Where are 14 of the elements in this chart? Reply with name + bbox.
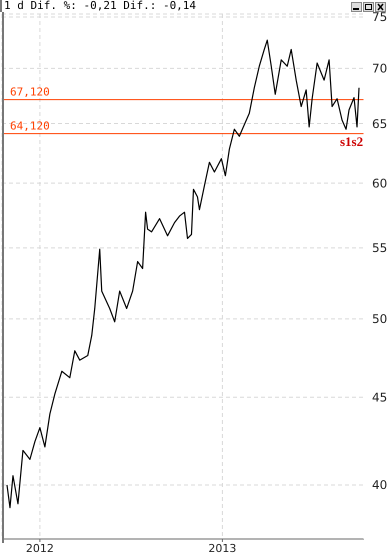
y-tick-label: 65: [372, 116, 388, 131]
y-tick-label: 40: [372, 478, 388, 492]
y-tick-label: 55: [372, 241, 388, 256]
chart-title: 1 d Dif. %: -0,21 Dif.: -0,14: [4, 0, 196, 12]
ref-line-label: 64,120: [10, 120, 50, 133]
ref-line-label: 67,120: [10, 86, 50, 99]
x-tick-label: 2012: [26, 542, 54, 555]
x-tick-label: 2013: [208, 542, 236, 555]
y-tick-label: 50: [372, 312, 388, 326]
annotation: s1s2: [340, 134, 364, 150]
y-tick-label: 70: [372, 62, 388, 76]
y-tick-label: 45: [372, 390, 388, 405]
y-tick-label: 60: [372, 176, 388, 190]
y-tick-label: 75: [372, 10, 388, 24]
